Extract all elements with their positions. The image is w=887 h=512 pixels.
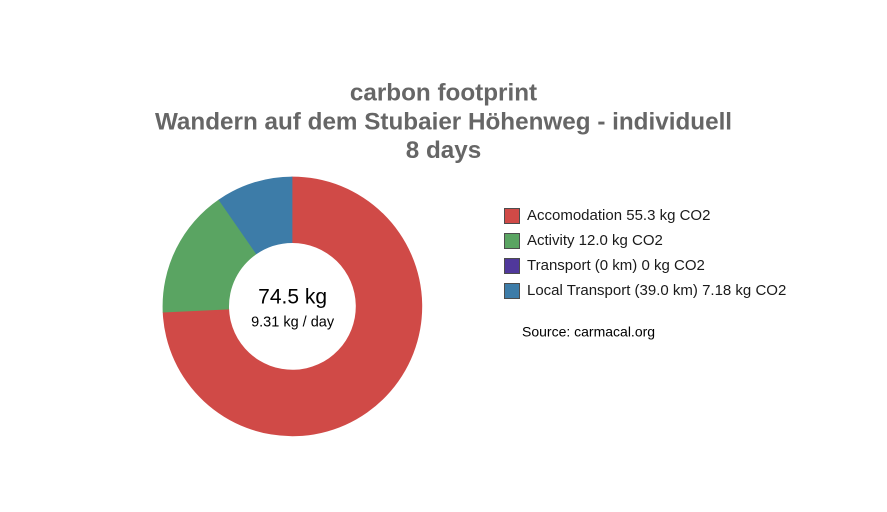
- svg-text:9.31 kg / day: 9.31 kg / day: [251, 315, 335, 331]
- svg-text:carbon footprint: carbon footprint: [350, 80, 537, 107]
- svg-text:8 days: 8 days: [406, 137, 482, 164]
- svg-text:Wandern auf dem Stubaier Höhen: Wandern auf dem Stubaier Höhenweg - indi…: [155, 109, 732, 136]
- svg-text:Source: carmacal.org: Source: carmacal.org: [522, 324, 655, 340]
- svg-text:Accomodation 55.3 kg CO2: Accomodation 55.3 kg CO2: [527, 207, 710, 224]
- svg-text:Transport (0 km) 0 kg CO2: Transport (0 km) 0 kg CO2: [527, 257, 705, 274]
- svg-text:74.5 kg: 74.5 kg: [258, 286, 327, 309]
- svg-text:Activity 12.0 kg CO2: Activity 12.0 kg CO2: [527, 232, 663, 249]
- svg-text:Local Transport (39.0 km) 7.18: Local Transport (39.0 km) 7.18 kg CO2: [527, 282, 786, 299]
